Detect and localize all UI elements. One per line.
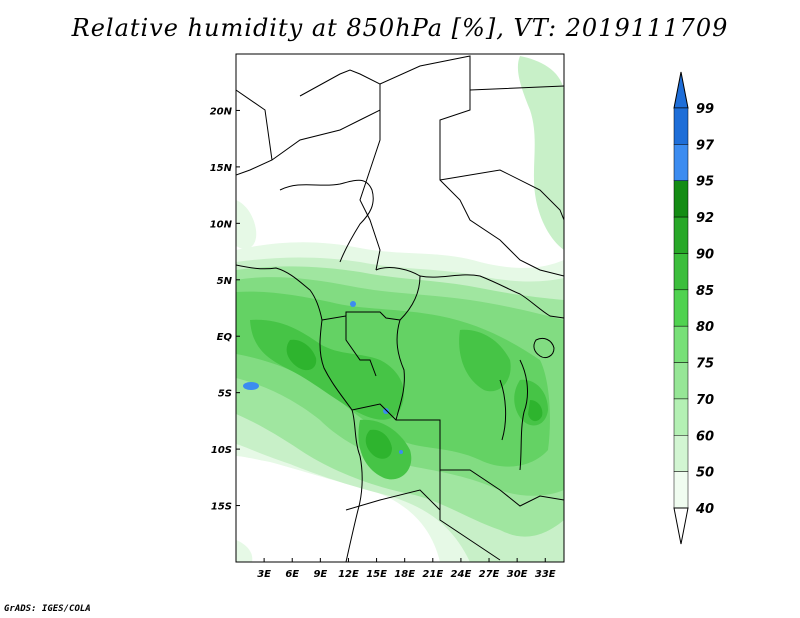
lon-tick-label: 9E: [313, 569, 327, 580]
longitude-axis: 3E 6E 9E 12E 15E 18E 21E 24E 27E 30E 33E: [257, 558, 556, 580]
lat-tick-label: EQ: [217, 332, 233, 343]
rh-97-spot: [350, 301, 356, 307]
colorbar-swatch: [673, 398, 689, 436]
colorbar-label: 99: [696, 102, 714, 117]
lon-tick-label: 21E: [422, 569, 443, 580]
colorbar-label: 90: [696, 247, 714, 262]
border-west-africa: [236, 89, 381, 271]
border-east: [439, 85, 564, 221]
colorbar-swatch: [673, 289, 689, 327]
country-borders: [236, 55, 564, 562]
colorbar-label: 92: [696, 211, 714, 226]
rh-50-patch: [236, 200, 257, 250]
rh-97-spot: [383, 408, 389, 414]
lat-tick-label: 5N: [217, 276, 233, 287]
lat-tick-label: 10N: [210, 219, 233, 230]
plot-frame: [235, 53, 565, 563]
lon-tick-label: 24E: [451, 569, 472, 580]
colorbar-swatch: [673, 435, 689, 472]
colorbar-top-arrow: [673, 71, 689, 109]
rh-85-area: [250, 319, 548, 480]
colorbar-swatch: [673, 180, 689, 218]
colorbar: 99 97 95 92 90 85 80 75 70 60 50 40: [673, 71, 715, 545]
map-title: Relative humidity at 850hPa [%], VT: 201…: [71, 14, 729, 42]
colorbar-label: 75: [696, 357, 714, 372]
coastline: [236, 264, 363, 562]
latitude-axis: 20N 15N 10N 5N EQ 5S 10S 15S: [210, 106, 240, 513]
colorbar-label: 40: [695, 502, 714, 517]
lon-tick-label: 30E: [507, 569, 528, 580]
colorbar-label: 70: [696, 393, 714, 408]
rh-90-area: [286, 339, 543, 459]
colorbar-swatch: [673, 144, 689, 181]
border-north: [299, 55, 564, 277]
border-south: [345, 403, 564, 561]
grads-credit: GrADS: IGES/COLA: [4, 604, 91, 614]
colorbar-swatch: [673, 216, 689, 254]
colorbar-swatch: [673, 107, 689, 145]
lon-tick-label: 33E: [535, 569, 556, 580]
colorbar-swatch: [673, 325, 689, 363]
lon-tick-label: 6E: [285, 569, 299, 580]
lon-tick-label: 18E: [394, 569, 415, 580]
rh-97-spot: [243, 382, 259, 390]
lat-tick-label: 10S: [211, 445, 232, 456]
colorbar-swatch: [673, 253, 689, 291]
border-central: [321, 267, 564, 421]
lat-tick-label: 5S: [218, 389, 232, 400]
rh-97-spot: [399, 450, 403, 454]
colorbar-swatch: [673, 471, 689, 509]
lon-tick-label: 3E: [257, 569, 271, 580]
colorbar-label: 97: [696, 138, 715, 153]
colorbar-label: 50: [696, 466, 714, 481]
rh-60-patch: [517, 56, 564, 250]
colorbar-label: 80: [696, 320, 714, 335]
lat-tick-label: 15S: [211, 502, 232, 513]
colorbar-label: 95: [696, 175, 714, 190]
colorbar-label: 85: [696, 284, 714, 299]
lon-tick-label: 15E: [366, 569, 387, 580]
colorbar-swatch: [673, 362, 689, 400]
lon-tick-label: 12E: [338, 569, 359, 580]
border-lakes: [499, 359, 528, 471]
lat-tick-label: 20N: [210, 106, 233, 117]
border-sahel: [279, 179, 374, 263]
lat-tick-label: 15N: [210, 163, 233, 174]
colorbar-label: 60: [696, 429, 714, 444]
colorbar-bottom-arrow: [673, 507, 689, 545]
lake-victoria: [533, 337, 555, 359]
rh-50-patch: [236, 540, 253, 562]
lon-tick-label: 27E: [479, 569, 500, 580]
humidity-field: [236, 56, 564, 562]
